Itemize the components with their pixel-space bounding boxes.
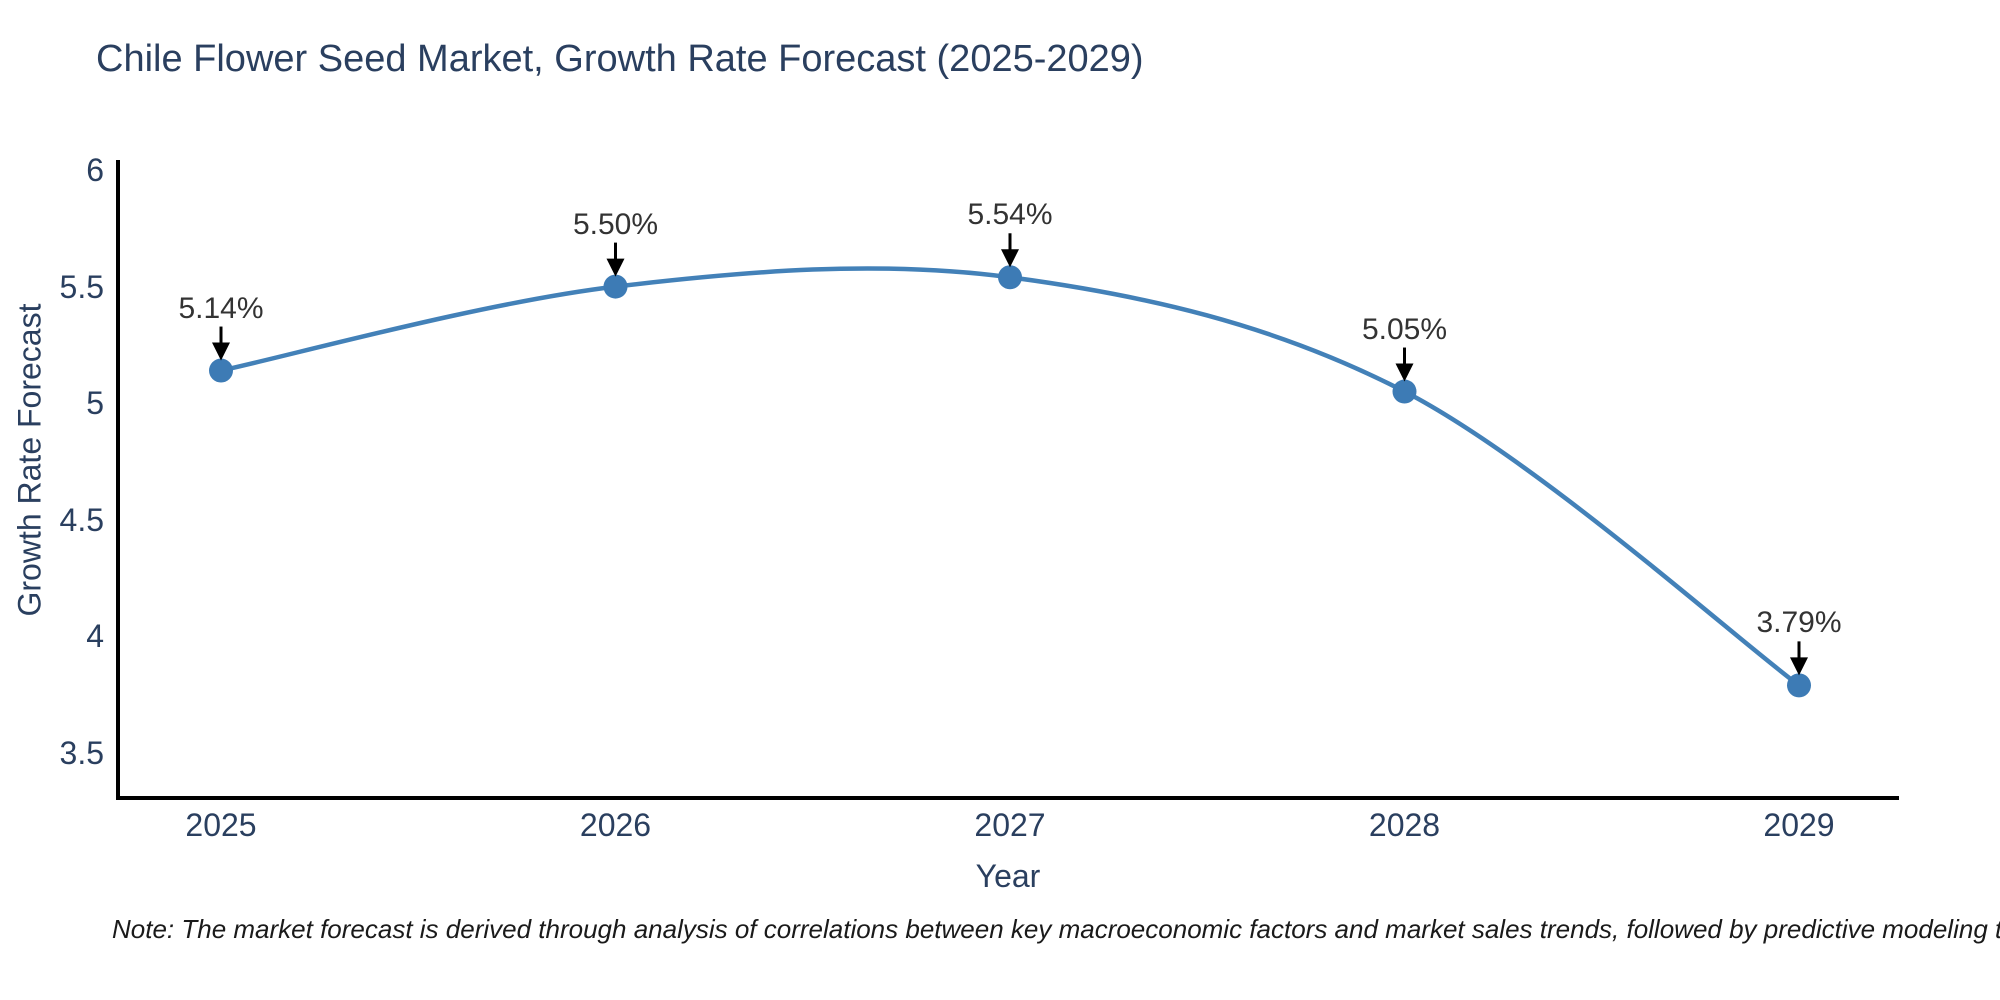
data-point-marker xyxy=(603,274,628,299)
x-tick-label: 2026 xyxy=(579,807,652,843)
x-axis-title: Year xyxy=(975,858,1041,894)
point-annotation: 5.50% xyxy=(572,207,659,241)
annotation-arrow-head xyxy=(606,258,625,277)
point-annotation: 5.54% xyxy=(967,198,1053,232)
x-tick-label: 2027 xyxy=(974,807,1046,843)
footnote: Note: The market forecast is derived thr… xyxy=(112,914,2000,944)
y-tick-label: 6 xyxy=(86,152,104,188)
y-axis-title: Growth Rate Forecast xyxy=(11,303,48,617)
y-tick-label: 5.5 xyxy=(59,268,104,305)
annotation-arrow-head xyxy=(212,342,230,361)
data-point-marker xyxy=(1392,379,1417,404)
data-point-marker xyxy=(1787,673,1811,698)
chart-title: Chile Flower Seed Market, Growth Rate Fo… xyxy=(96,38,1144,80)
annotation-arrow-head xyxy=(1001,249,1019,268)
data-point-marker xyxy=(998,265,1022,290)
point-annotation: 5.14% xyxy=(178,291,264,325)
point-annotation: 3.79% xyxy=(1756,606,1842,640)
x-tick-label: 2025 xyxy=(185,807,257,843)
data-point-marker xyxy=(209,358,233,383)
forecast-line xyxy=(218,266,1802,688)
y-tick-label: 4 xyxy=(86,618,104,655)
y-tick-label: 3.5 xyxy=(59,735,104,771)
point-annotation: 5.05% xyxy=(1361,312,1448,346)
x-tick-label: 2029 xyxy=(1763,807,1835,843)
annotation-arrow-head xyxy=(1395,363,1414,382)
y-tick-label: 5 xyxy=(86,385,104,422)
x-tick-label: 2028 xyxy=(1368,807,1441,843)
y-tick-label: 4.5 xyxy=(59,501,104,538)
annotation-arrow-head xyxy=(1790,657,1808,676)
